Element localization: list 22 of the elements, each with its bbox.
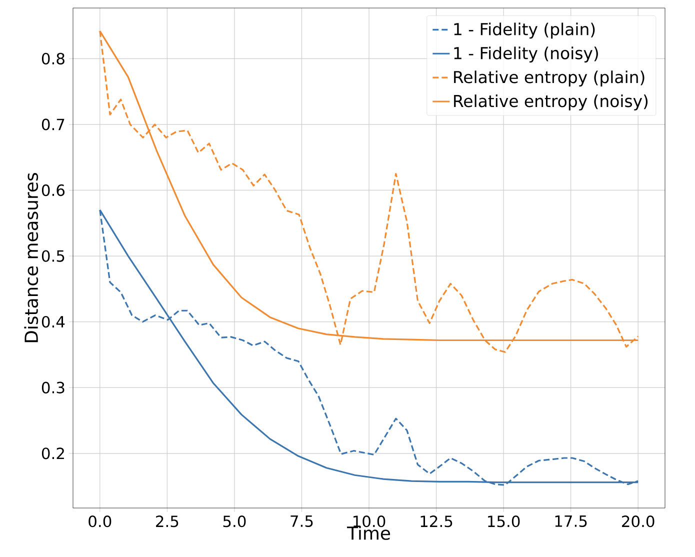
legend-label: 1 - Fidelity (noisy) [454,46,598,63]
x-tick-label: 15.0 [488,516,520,528]
x-tick-label: 12.5 [420,516,452,528]
x-axis-title: Time [347,526,390,540]
legend-label: Relative entropy (noisy) [454,94,648,110]
y-tick-label: 0.3 [42,382,64,394]
legend-label: 1 - Fidelity (plain) [454,22,595,39]
y-tick-label: 0.2 [42,448,64,460]
y-tick-label: 0.5 [42,250,64,262]
x-tick-label: 7.5 [290,516,313,527]
x-tick-label: 10.0 [354,516,386,528]
y-axis-title: Distance measures [24,173,38,342]
x-tick-label: 17.5 [555,516,587,527]
x-tick-label: 0.0 [88,516,112,528]
y-tick-label: 0.7 [42,118,64,130]
legend-label: Relative entropy (plain) [454,70,644,86]
y-tick-label: 0.4 [42,316,65,328]
x-tick-label: 2.5 [156,516,178,528]
y-tick-label: 0.8 [42,52,64,64]
x-tick-label: 20.0 [622,516,654,528]
y-tick-label: 0.6 [42,184,65,196]
x-tick-label: 5.0 [223,516,246,528]
